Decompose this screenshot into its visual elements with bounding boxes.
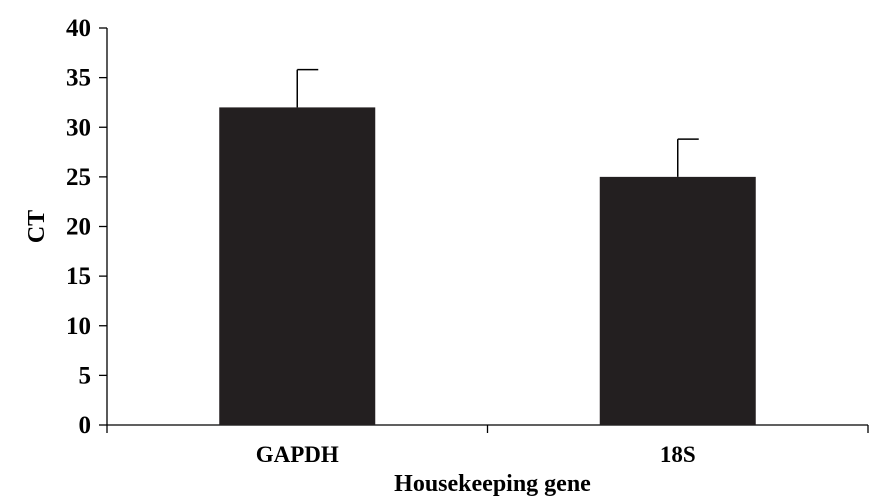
y-tick-label: 20 <box>66 214 91 241</box>
error-bars <box>296 68 699 177</box>
y-tick-label: 30 <box>66 114 91 141</box>
y-tick-label: 25 <box>66 164 91 191</box>
y-tick-label: 35 <box>66 65 91 92</box>
x-category-label: 18S <box>660 442 696 467</box>
x-axis: GAPDH 18S <box>106 424 869 467</box>
x-axis-title: Housekeeping gene <box>394 471 591 497</box>
y-axis: 0 5 10 15 20 25 30 35 40 <box>66 15 108 439</box>
y-tick-label: 15 <box>66 263 91 290</box>
y-tick-label: 0 <box>79 412 92 439</box>
bars <box>219 107 756 426</box>
bar-gapdh <box>219 107 376 426</box>
y-axis-title: CT <box>24 210 50 243</box>
bar-18s <box>599 176 756 425</box>
x-category-label: GAPDH <box>256 442 339 467</box>
y-tick-label: 40 <box>66 15 91 42</box>
y-tick-label: 10 <box>66 313 91 340</box>
y-tick-label: 5 <box>79 362 92 389</box>
